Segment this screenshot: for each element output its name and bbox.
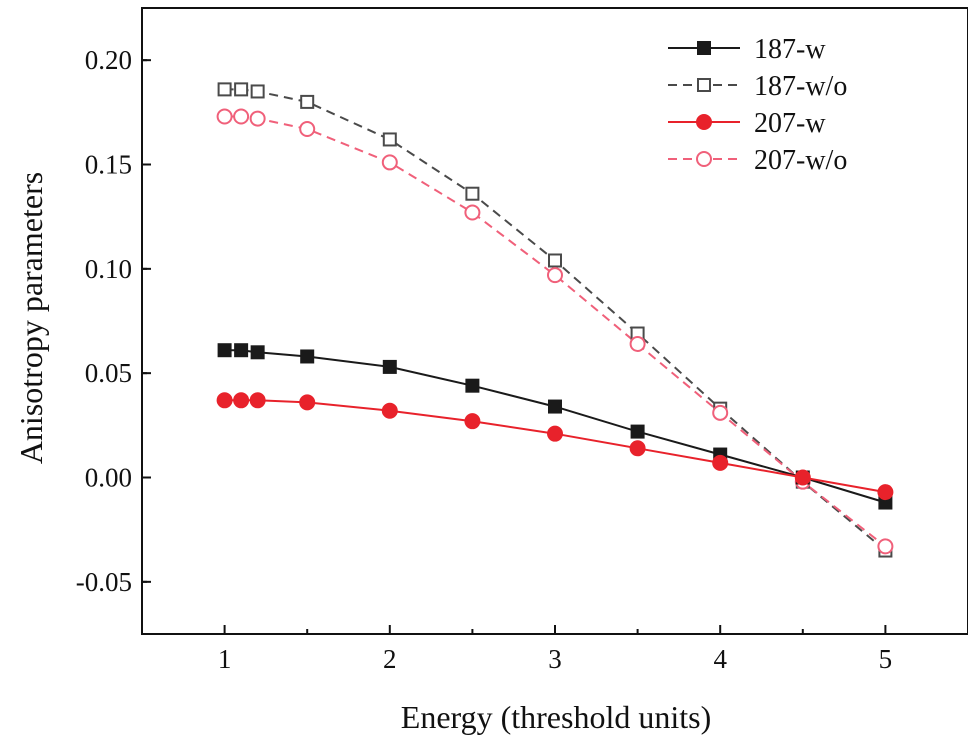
data-point-207-wo bbox=[629, 335, 646, 352]
x-tick-label: 1 bbox=[218, 644, 232, 674]
data-point-207-wo bbox=[712, 404, 729, 421]
data-point-207-w bbox=[249, 392, 266, 409]
data-point-207-wo bbox=[877, 538, 894, 555]
y-tick-label: -0.05 bbox=[76, 567, 132, 597]
legend-label-187-wo: 187-w/o bbox=[754, 71, 847, 102]
data-point-187-w bbox=[382, 359, 397, 374]
data-point-207-wo bbox=[216, 108, 233, 125]
data-point-187-w bbox=[548, 399, 562, 414]
data-point-187-w bbox=[250, 345, 265, 360]
y-tick-label: 0.05 bbox=[85, 358, 132, 388]
data-point-207-wo bbox=[547, 267, 563, 284]
data-point-187-wo bbox=[250, 84, 265, 99]
legend-label-207-wo: 207-w/o bbox=[754, 145, 847, 176]
x-tick-label: 3 bbox=[548, 644, 562, 674]
data-point-207-w bbox=[464, 413, 481, 430]
data-point-207-w bbox=[794, 469, 811, 486]
data-point-187-wo bbox=[548, 253, 562, 268]
data-point-187-wo bbox=[234, 82, 249, 97]
data-point-187-wo bbox=[465, 186, 480, 201]
data-point-207-wo bbox=[299, 121, 316, 138]
y-axis-title: Anisotropy parameters bbox=[13, 172, 49, 464]
data-point-207-wo bbox=[233, 108, 250, 125]
data-point-207-wo bbox=[464, 204, 481, 221]
data-point-187-wo bbox=[382, 132, 397, 147]
x-tick-label: 2 bbox=[383, 644, 397, 674]
data-point-187-w bbox=[217, 343, 232, 358]
y-tick-label: 0.10 bbox=[85, 254, 132, 284]
data-point-207-w bbox=[216, 392, 233, 409]
data-point-187-wo bbox=[300, 94, 315, 109]
series-layer bbox=[216, 82, 894, 558]
legend-label-207-w: 207-w bbox=[754, 108, 826, 139]
y-tick-label: 0.00 bbox=[85, 463, 132, 493]
x-axis-title: Energy (threshold units) bbox=[401, 699, 711, 735]
legend-label-187-w: 187-w bbox=[754, 34, 826, 65]
legend-marker-187-wo bbox=[697, 78, 711, 92]
data-point-207-w bbox=[712, 454, 729, 471]
data-point-207-w bbox=[877, 484, 894, 501]
x-tick-label: 5 bbox=[879, 644, 893, 674]
data-point-207-w bbox=[299, 394, 316, 411]
data-point-207-wo bbox=[249, 110, 266, 127]
data-point-187-wo bbox=[217, 82, 232, 97]
data-point-207-w bbox=[381, 402, 398, 419]
y-tick-label: 0.15 bbox=[85, 150, 132, 180]
x-tick-label: 4 bbox=[713, 644, 727, 674]
data-point-187-w bbox=[630, 424, 645, 439]
data-point-187-w bbox=[300, 349, 315, 364]
data-point-207-w bbox=[547, 425, 563, 442]
y-tick-label: 0.20 bbox=[85, 45, 132, 75]
data-point-187-w bbox=[465, 378, 480, 393]
axes-layer: -0.05 0.00 0.05 0.10 0.15 0.20 1 2 3 4 5 bbox=[76, 7, 968, 674]
data-point-207-w bbox=[233, 392, 250, 409]
legend-marker-187-w bbox=[697, 41, 711, 55]
legend-marker-207-wo bbox=[696, 151, 712, 167]
data-point-187-w bbox=[234, 343, 249, 358]
data-point-207-w bbox=[629, 440, 646, 457]
legend: 187-w 187-w/o 207-w 207-w/o bbox=[668, 34, 847, 176]
data-point-207-wo bbox=[381, 154, 398, 171]
legend-marker-207-w bbox=[696, 114, 712, 130]
